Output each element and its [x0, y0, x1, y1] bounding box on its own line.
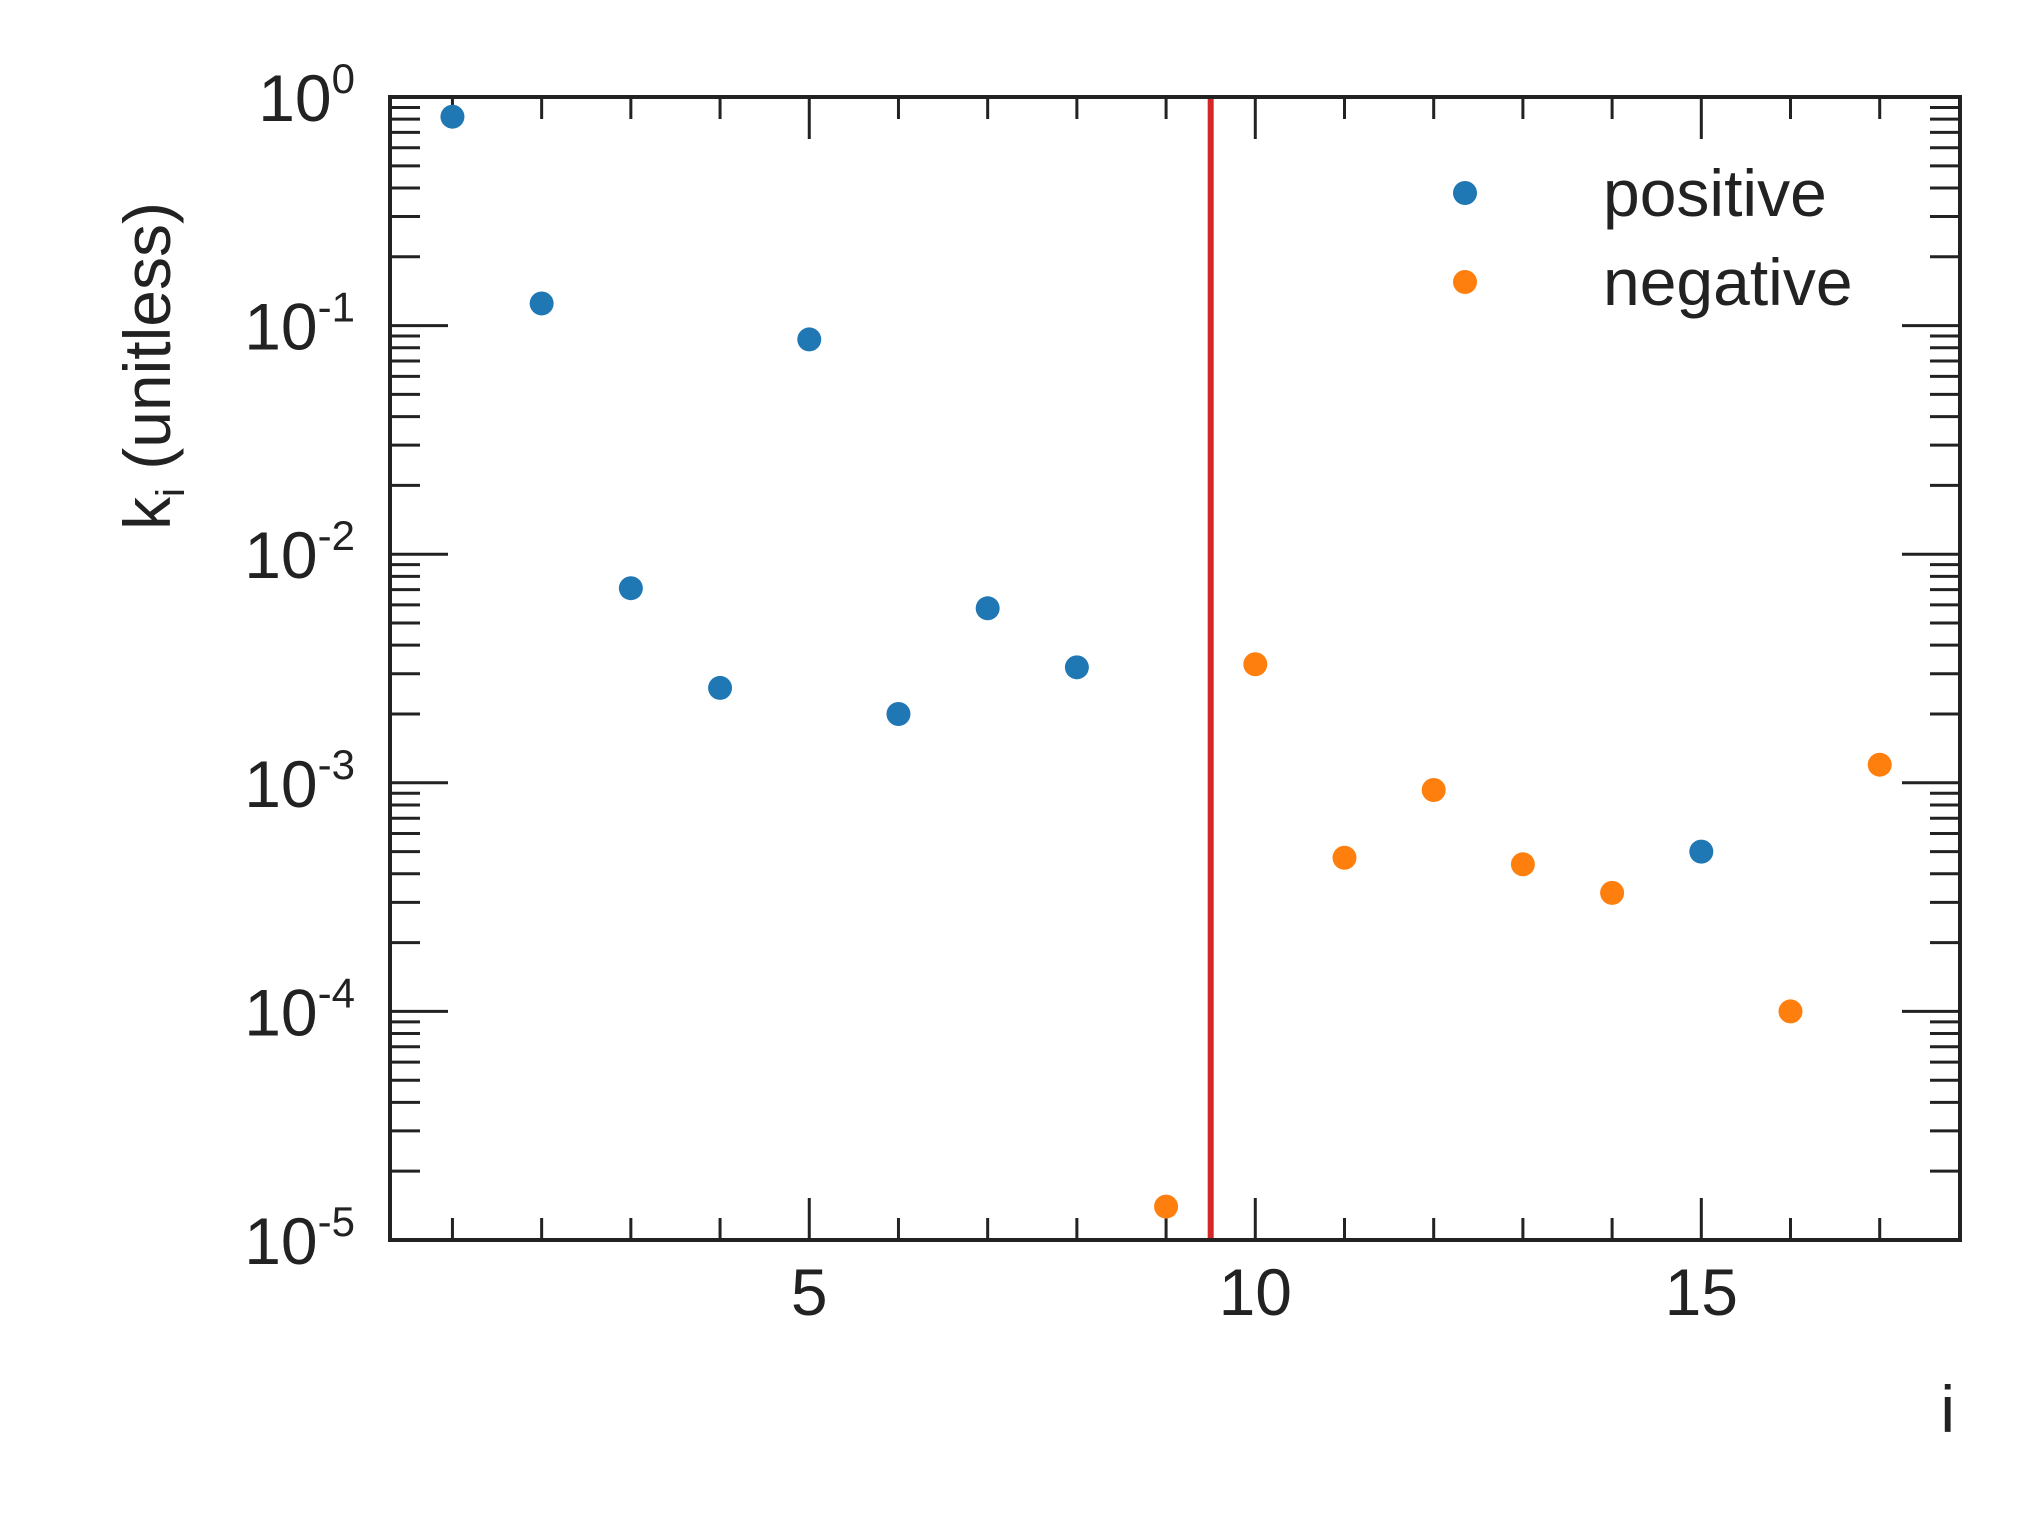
data-point-negative	[1154, 1194, 1179, 1219]
legend-marker-negative	[1453, 270, 1477, 294]
y-axis-label: ki (unitless)	[110, 202, 193, 530]
x-tick-label: 5	[791, 1255, 828, 1329]
data-point-positive	[440, 104, 465, 129]
y-tick-label: 100	[258, 55, 355, 135]
y-axis-label-main: k	[110, 496, 184, 530]
y-tick-label-exponent: 0	[332, 55, 355, 102]
y-tick-label-exponent: -2	[318, 512, 355, 559]
legend-marker-positive	[1453, 181, 1477, 205]
y-tick-label-base: 10	[244, 747, 317, 821]
data-point-positive	[975, 596, 1000, 621]
data-point-positive	[618, 576, 643, 601]
legend: positive negative	[1453, 156, 1853, 319]
data-point-negative	[1243, 652, 1268, 677]
y-tick-label-exponent: -4	[318, 969, 355, 1016]
y-tick-label-exponent: -3	[318, 741, 355, 788]
y-tick-label: 10-3	[244, 741, 355, 821]
data-point-positive	[708, 675, 733, 700]
x-tick-labels: 5 10 15	[791, 1255, 1738, 1329]
y-tick-label-base: 10	[244, 975, 317, 1049]
legend-label-negative: negative	[1603, 245, 1853, 319]
y-tick-label-base: 10	[258, 61, 331, 135]
y-tick-label-base: 10	[244, 518, 317, 592]
x-tick-label: 15	[1665, 1255, 1738, 1329]
data-point-negative	[1510, 852, 1535, 877]
data-points	[440, 104, 1892, 1219]
data-point-positive	[1689, 839, 1714, 864]
x-axis-label: i	[1940, 1372, 1955, 1446]
y-axis-label-rest: (unitless)	[110, 202, 184, 488]
y-tick-label-base: 10	[244, 1204, 317, 1278]
data-point-positive	[529, 291, 554, 316]
y-tick-label-base: 10	[244, 290, 317, 364]
y-tick-label: 10-1	[244, 284, 355, 364]
data-point-positive	[1064, 655, 1089, 680]
data-point-negative	[1600, 880, 1625, 905]
data-point-negative	[1778, 999, 1803, 1024]
minor-ticks	[390, 97, 1960, 1240]
y-axis-label-subscript: i	[149, 488, 193, 497]
y-tick-label: 10-4	[244, 969, 355, 1049]
data-point-positive	[797, 327, 822, 352]
y-tick-label: 10-2	[244, 512, 355, 592]
plot-frame	[388, 95, 1962, 1242]
data-point-negative	[1332, 845, 1357, 870]
legend-label-positive: positive	[1603, 156, 1827, 230]
y-tick-label-exponent: -5	[318, 1198, 355, 1245]
data-point-negative	[1867, 752, 1892, 777]
y-tick-label-exponent: -1	[318, 284, 355, 331]
y-tick-label: 10-5	[244, 1198, 355, 1278]
data-point-positive	[886, 701, 911, 726]
x-tick-label: 10	[1219, 1255, 1292, 1329]
data-point-negative	[1421, 778, 1446, 803]
